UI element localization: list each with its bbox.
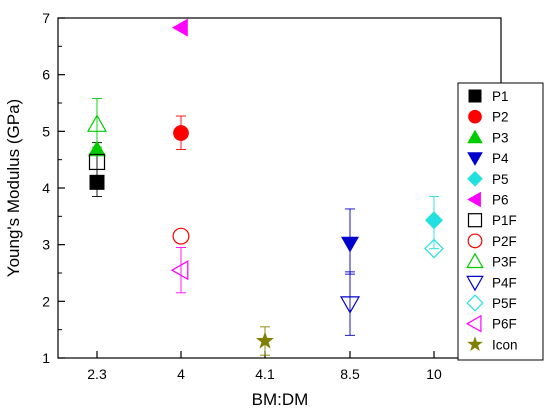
x-tick-label: 4.1 bbox=[255, 366, 275, 382]
y-axis-label: Young's Modulus (GPa) bbox=[4, 99, 23, 277]
y-tick-label: 1 bbox=[42, 350, 50, 366]
legend-marker bbox=[467, 129, 483, 144]
legend-marker bbox=[467, 152, 483, 166]
legend-label: Icon bbox=[492, 337, 518, 352]
data-point bbox=[339, 296, 361, 314]
x-tick-label: 8.5 bbox=[340, 366, 360, 382]
error-bar bbox=[345, 271, 355, 336]
x-tick-label: 4 bbox=[177, 366, 185, 382]
legend-marker bbox=[467, 213, 483, 228]
data-point bbox=[425, 211, 443, 230]
data-points bbox=[86, 18, 444, 349]
y-axis: 1 2 3 4 5 6 7 bbox=[42, 10, 65, 366]
legend-marker bbox=[466, 275, 484, 292]
legend-label: P5 bbox=[492, 172, 509, 187]
y-tick-label: 3 bbox=[42, 237, 50, 253]
y-tick-label: 5 bbox=[42, 123, 50, 139]
legend-label: P4 bbox=[492, 151, 509, 166]
data-point bbox=[88, 153, 106, 171]
legend-label: P4F bbox=[492, 275, 517, 290]
legend-label: P3F bbox=[492, 255, 517, 270]
legend-box bbox=[457, 82, 544, 361]
legend-label: P1F bbox=[492, 213, 517, 228]
y-tick-label: 7 bbox=[42, 10, 50, 26]
y-tick-label: 2 bbox=[42, 293, 50, 309]
data-point bbox=[86, 114, 108, 132]
error-bar bbox=[176, 247, 186, 294]
y-tick-label: 6 bbox=[42, 67, 50, 83]
legend-label: P2F bbox=[492, 234, 517, 249]
x-axis: 2.3 4 4.1 8.5 10 bbox=[87, 351, 442, 382]
data-point bbox=[256, 331, 274, 349]
legend-marker bbox=[467, 336, 483, 351]
legend: P1 P2 P3 P4 P5 P6 P1F P2F P3F P4F P5F P6F Icon bbox=[457, 82, 544, 361]
error-bars bbox=[92, 98, 439, 356]
legend-marker bbox=[468, 109, 482, 124]
legend-marker bbox=[468, 89, 482, 103]
legend-label: P5F bbox=[492, 296, 517, 311]
legend-label: P1 bbox=[492, 89, 509, 104]
y-tick-label: 4 bbox=[42, 180, 50, 196]
legend-marker bbox=[466, 252, 484, 269]
x-axis-label: BM:DM bbox=[252, 390, 309, 409]
legend-label: P6 bbox=[492, 193, 509, 208]
data-point bbox=[341, 236, 359, 253]
data-point bbox=[170, 260, 189, 281]
legend-marker bbox=[467, 233, 483, 249]
x-tick-label: 10 bbox=[426, 366, 442, 382]
legend-marker bbox=[466, 294, 484, 312]
data-point bbox=[173, 125, 189, 141]
legend-label: P3 bbox=[492, 130, 509, 145]
legend-marker bbox=[467, 171, 483, 187]
legend-label: P6F bbox=[492, 317, 517, 332]
legend-label: P2 bbox=[492, 110, 509, 125]
data-point bbox=[172, 227, 190, 245]
plot-frame bbox=[57, 17, 502, 359]
data-point bbox=[424, 238, 444, 259]
data-point bbox=[172, 18, 188, 37]
legend-marker bbox=[465, 314, 482, 333]
data-point bbox=[88, 140, 106, 157]
data-point bbox=[89, 174, 105, 190]
x-tick-label: 2.3 bbox=[87, 366, 107, 382]
legend-marker bbox=[467, 191, 481, 208]
